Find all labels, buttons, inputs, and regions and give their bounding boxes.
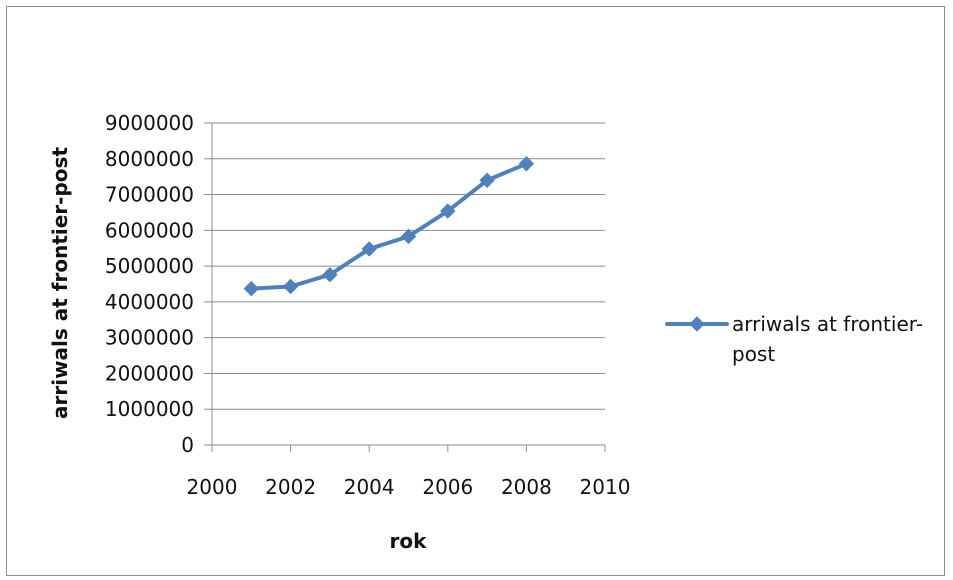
axes — [204, 122, 606, 452]
data-point-marker — [322, 266, 338, 283]
legend-label: arriwals at frontier- — [732, 312, 923, 336]
y-tick-label: 9000000 — [105, 111, 194, 135]
x-tick-label: 2010 — [580, 475, 631, 499]
x-tick-label: 2008 — [501, 475, 552, 499]
chart-frame — [6, 6, 945, 576]
series-line — [249, 161, 529, 291]
y-axis-title: arriwals at frontier-post — [48, 147, 72, 419]
tick-labels: 0 1000000 2000000 3000000 4000000 5000000 6000… — [105, 111, 631, 499]
data-point-marker — [518, 156, 535, 172]
y-tick-label: 1000000 — [105, 397, 194, 421]
legend-marker — [689, 316, 705, 332]
legend: arriwals at frontier-post — [665, 312, 923, 366]
y-tick-label: 4000000 — [105, 290, 194, 314]
x-tick-label: 2002 — [265, 475, 316, 499]
y-tick-label: 8000000 — [105, 147, 194, 171]
x-tick-label: 2006 — [422, 475, 473, 499]
x-axis-title: rok — [390, 529, 428, 553]
data-point-marker — [361, 241, 377, 257]
data-point-marker — [243, 280, 260, 297]
x-tick-label: 2000 — [187, 475, 238, 499]
y-tick-label: 6000000 — [105, 218, 194, 242]
y-tick-label: 2000000 — [105, 361, 194, 385]
legend-label: post — [732, 342, 775, 366]
data-point-marker — [479, 172, 495, 188]
data-point-marker — [282, 278, 299, 295]
gridlines — [212, 122, 605, 410]
y-tick-label: 5000000 — [105, 254, 194, 278]
x-tick-label: 2004 — [344, 475, 395, 499]
y-tick-label: 3000000 — [105, 326, 194, 350]
data-series — [243, 156, 535, 297]
y-tick-label: 7000000 — [105, 183, 194, 207]
y-tick-label: 0 — [181, 433, 194, 457]
data-point-marker — [400, 228, 417, 245]
data-point-marker — [440, 203, 456, 219]
